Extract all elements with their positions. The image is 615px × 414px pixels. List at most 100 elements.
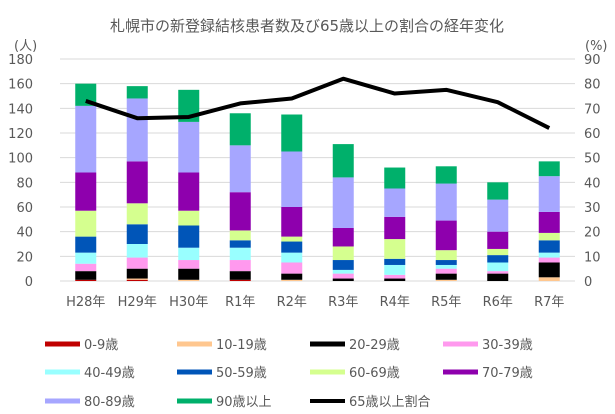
bar-segment: [126, 257, 148, 269]
bar-segment: [435, 220, 457, 251]
bar-segment: [538, 277, 560, 281]
bar-segment: [75, 83, 97, 106]
bar-segment: [487, 262, 509, 272]
bar-segment: [384, 216, 406, 240]
left-tick-label: 20: [16, 250, 33, 265]
x-tick-label: R6年: [483, 295, 513, 310]
right-tick-label: 40: [584, 176, 601, 191]
left-tick-label: 180: [8, 53, 33, 68]
bar-segment: [487, 231, 509, 249]
bar-segment: [75, 105, 97, 173]
bar-segment: [281, 262, 303, 274]
bar-segment: [332, 177, 354, 228]
right-tick-label: 60: [584, 127, 601, 142]
bar-segment: [435, 264, 457, 269]
legend-swatch: [45, 341, 80, 347]
right-axis-unit: (%): [585, 39, 608, 54]
legend-label: 80-89歳: [84, 395, 135, 410]
bar-segment: [229, 260, 251, 272]
bar-segment: [384, 239, 406, 259]
left-tick-label: 120: [8, 127, 33, 142]
bar-segment: [435, 260, 457, 265]
bar-segment: [332, 227, 354, 247]
bar-segment: [384, 167, 406, 189]
x-tick-label: R1年: [225, 295, 255, 310]
legend-swatch: [310, 341, 345, 347]
bar-segment: [178, 210, 200, 226]
bar-segment: [538, 262, 560, 278]
legend-swatch: [45, 369, 80, 375]
bar-segment: [229, 192, 251, 231]
bar-segment: [178, 247, 200, 261]
bar-segment: [487, 255, 509, 263]
right-tick-label: 10: [584, 250, 601, 265]
bar-segment: [281, 279, 303, 281]
left-axis-unit: (人): [14, 39, 37, 54]
legend-label: 70-79歳: [482, 366, 533, 381]
bar-segment: [538, 161, 560, 177]
bar-segment: [435, 250, 457, 261]
bar-segment: [538, 252, 560, 258]
legend-label: 30-39歳: [482, 338, 533, 353]
bar-segment: [75, 263, 97, 272]
x-tick-label: R7年: [534, 295, 564, 310]
bar-segment: [75, 236, 97, 253]
bar-segment: [332, 273, 354, 279]
line-series: [85, 76, 551, 130]
x-tick-label: H30年: [169, 295, 208, 310]
bar-segment: [487, 271, 509, 274]
legend-swatch: [443, 341, 478, 347]
x-tick-label: R5年: [431, 295, 461, 310]
legend-label: 50-59歳: [216, 366, 267, 381]
bar-segment: [281, 252, 303, 263]
right-tick-label: 30: [584, 201, 601, 216]
left-tick-label: 140: [8, 102, 33, 117]
right-tick-label: 0: [584, 275, 592, 290]
bar-segment: [229, 271, 251, 280]
bar-segment: [332, 269, 354, 274]
bar-segment: [126, 278, 148, 280]
bar-segment: [281, 207, 303, 237]
legend-label: 0-9歳: [84, 338, 118, 353]
bar-segment: [332, 246, 354, 261]
legend-label: 60-69歳: [349, 366, 400, 381]
bar-segment: [126, 86, 148, 99]
x-tick-label: R3年: [328, 295, 358, 310]
chart-title: 札幌市の新登録結核患者数及び65歳以上の割合の経年変化: [110, 17, 504, 35]
bar-segment: [75, 279, 97, 281]
bar-segment: [126, 268, 148, 279]
legend-swatch: [310, 369, 345, 375]
right-tick-label: 90: [584, 53, 601, 68]
x-tick-label: R4年: [380, 295, 410, 310]
legend-swatch: [45, 398, 80, 404]
bar-segment: [178, 225, 200, 248]
bar-segment: [281, 273, 303, 280]
left-tick-label: 0: [25, 275, 33, 290]
bar-segment: [538, 232, 560, 241]
bar-segment: [384, 188, 406, 217]
legend-swatch: [177, 341, 212, 347]
bar-segment: [126, 224, 148, 244]
legend-swatch: [443, 369, 478, 375]
bar-segment: [487, 273, 509, 281]
bar-segment: [126, 98, 148, 162]
bar-segment: [487, 199, 509, 232]
bar-segment: [229, 240, 251, 248]
bar-segment: [281, 151, 303, 207]
bar-segment: [332, 278, 354, 281]
bar-segment: [178, 279, 200, 281]
bar-segment: [538, 211, 560, 233]
bar-segment: [75, 252, 97, 264]
legend-label: 20-29歳: [349, 338, 400, 353]
legend-label: 65歳以上割合: [349, 394, 431, 410]
bar-segment: [384, 258, 406, 265]
bar-segment: [538, 240, 560, 253]
bar-segment: [126, 279, 148, 281]
x-tick-label: H28年: [66, 295, 105, 310]
bar-segment: [435, 166, 457, 184]
bar-segment: [538, 176, 560, 212]
bar-segment: [332, 144, 354, 178]
legend-label: 90歳以上: [216, 395, 272, 410]
